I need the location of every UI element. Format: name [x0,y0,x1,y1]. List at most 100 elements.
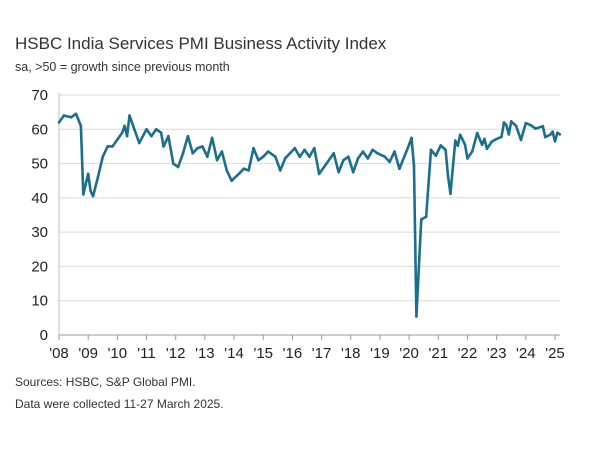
data-point [288,151,292,155]
chart-subtitle: sa, >50 = growth since previous month [15,60,230,74]
series [57,112,562,318]
data-point [371,148,374,152]
data-point [167,134,170,138]
data-point [337,170,340,174]
data-point [429,148,433,152]
data-point [325,162,328,165]
data-point [176,165,180,169]
chart-title: HSBC India Services PMI Business Activit… [15,34,387,53]
sources-note: Sources: HSBC, S&P Global PMI. [15,375,196,389]
data-point [123,124,126,128]
data-point [519,138,523,142]
data-point [74,112,78,116]
y-tick-label: 10 [31,293,48,310]
data-point [162,145,165,148]
data-point [398,167,401,171]
data-point [407,143,411,147]
data-point [266,150,270,153]
data-point [116,138,119,141]
x-tick-label: '22 [458,345,478,362]
data-point [150,134,153,138]
data-point [215,158,219,162]
data-point [133,127,136,131]
data-point [79,124,83,128]
collection-note: Data were collected 11-27 March 2025. [15,397,224,411]
data-point [106,145,109,148]
data-point [303,148,306,152]
data-point [293,146,297,150]
x-tick-label: '10 [108,345,128,362]
y-tick-label: 0 [40,327,48,344]
data-point [449,192,452,196]
data-point [534,127,537,130]
data-point [86,172,90,176]
data-point [125,134,129,138]
data-point [424,215,428,219]
data-point [454,139,457,142]
data-point [120,131,124,135]
x-tick-label: '16 [283,345,303,362]
data-point [412,164,416,168]
data-point [463,143,467,147]
data-point [57,121,61,124]
data-point [434,154,438,157]
data-point [206,155,209,159]
data-point [415,315,418,318]
data-point [553,139,557,143]
data-point [196,146,199,150]
y-tick-label: 40 [31,190,48,207]
data-point [347,155,350,159]
x-tick-label: '17 [312,345,332,362]
data-point [62,114,66,117]
data-point [171,162,175,165]
data-point [509,120,513,123]
data-point [500,135,503,139]
data-point [556,131,559,135]
data-point [191,151,195,155]
x-tick-label: '24 [516,345,536,362]
data-point [101,155,105,159]
data-point [471,149,474,153]
data-point [480,143,484,147]
data-point [278,169,282,172]
data-point [342,158,345,162]
y-tick-label: 20 [31,258,48,275]
data-point [351,170,355,174]
data-point [298,155,302,159]
data-point [220,150,224,153]
data-point [495,137,498,141]
x-tick-label: '08 [49,345,69,362]
x-tick-label: '13 [195,345,215,362]
x-tick-label: '18 [341,345,361,362]
y-tick-label: 70 [31,87,48,104]
data-point [551,130,554,133]
x-tick-label: '23 [487,345,507,362]
data-point [419,218,423,221]
data-point [283,157,287,160]
data-point [257,158,260,162]
data-point [145,127,148,131]
data-point [242,167,246,171]
data-point [89,189,92,193]
data-point [181,151,185,155]
x-axis: '08 '09 '10 '11 '12 '13 '14 '15 '16 '17 '18 '19 '20 '… [49,334,565,362]
data-point [230,179,233,183]
data-point [317,172,321,176]
data-point [361,150,365,153]
gridlines [59,94,560,302]
data-point [402,155,406,159]
data-point [247,169,250,172]
x-tick-label: '20 [399,345,419,362]
x-tick-label: '21 [429,345,449,362]
data-point [393,150,396,153]
data-point [388,160,391,164]
data-point [201,145,204,148]
data-point [96,175,100,179]
x-tick-label: '19 [370,345,390,362]
data-point [312,146,316,150]
data-point [82,193,85,196]
x-tick-label: '12 [166,345,186,362]
data-point [483,137,486,141]
x-tick-label: '14 [224,345,244,362]
